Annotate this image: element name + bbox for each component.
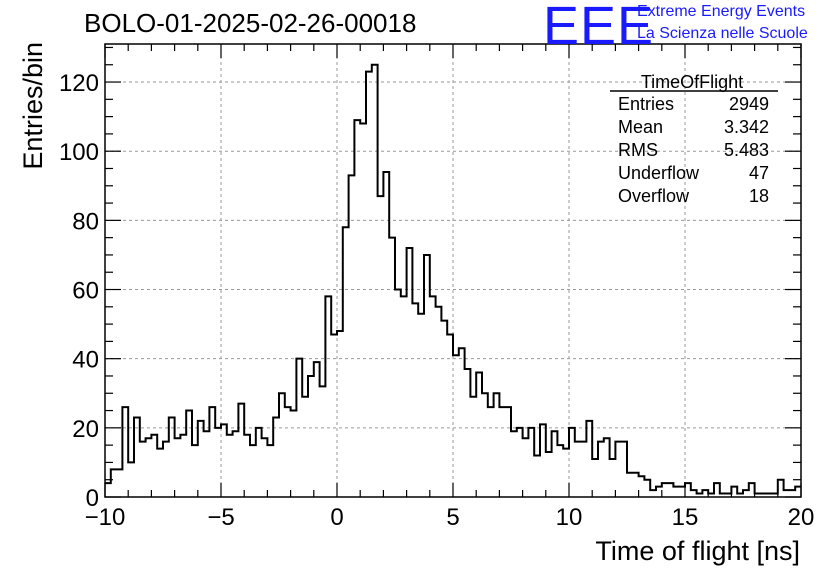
y-tick-labels: 0 20 40 60 80 100 120 [59,70,99,512]
x-tick-label: 15 [672,504,699,531]
stats-value-underflow: 47 [749,163,769,183]
x-tick-label: 20 [788,504,815,531]
y-tick-label: 20 [72,416,99,443]
stats-box: TimeOfFlight Entries 2949 Mean 3.342 RMS… [610,72,778,206]
stats-label-entries: Entries [618,94,674,114]
stats-title: TimeOfFlight [641,72,743,92]
y-tick-label: 80 [72,208,99,235]
stats-label-overflow: Overflow [618,186,690,206]
logo-tagline-1: Extreme Energy Events [637,3,806,20]
y-axis-title: Entries/bin [18,42,48,170]
stats-label-mean: Mean [618,117,663,137]
x-tick-label: −5 [207,504,234,531]
x-tick-label: 5 [446,504,459,531]
y-tick-label: 40 [72,347,99,374]
x-tick-label: 10 [556,504,583,531]
y-tick-label: 120 [59,70,99,97]
stats-label-underflow: Underflow [618,163,700,183]
x-axis-title: Time of flight [ns] [595,536,800,566]
axis-ticks [104,44,802,498]
x-tick-labels: −10 −5 0 5 10 15 20 [85,504,815,531]
eee-logo: EEE [543,0,655,56]
y-tick-label: 60 [72,278,99,305]
chart-title: BOLO-01-2025-02-26-00018 [84,8,417,38]
x-tick-label: −10 [85,504,126,531]
stats-value-mean: 3.342 [724,117,769,137]
grid-lines [105,44,801,497]
logo-tagline-2: La Scienza nelle Scuole [637,25,808,42]
x-tick-label: 0 [330,504,343,531]
histogram-step-line [105,63,801,495]
y-tick-label: 100 [59,139,99,166]
stats-value-overflow: 18 [749,186,769,206]
stats-value-entries: 2949 [729,94,769,114]
stats-label-rms: RMS [618,140,658,160]
stats-value-rms: 5.483 [724,140,769,160]
y-tick-label: 0 [86,485,99,512]
